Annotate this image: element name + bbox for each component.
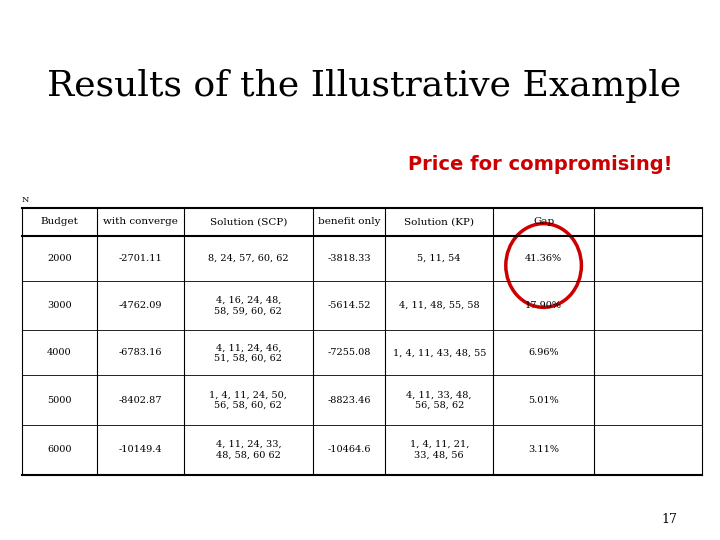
Text: 1, 4, 11, 24, 50,
56, 58, 60, 62: 1, 4, 11, 24, 50, 56, 58, 60, 62 [210, 390, 287, 410]
Text: 1, 4, 11, 21,
33, 48, 56: 1, 4, 11, 21, 33, 48, 56 [410, 440, 469, 460]
Text: 8, 24, 57, 60, 62: 8, 24, 57, 60, 62 [208, 254, 289, 263]
Text: 4, 11, 33, 48,
56, 58, 62: 4, 11, 33, 48, 56, 58, 62 [407, 390, 472, 410]
Text: -8823.46: -8823.46 [328, 396, 371, 404]
Text: 4, 11, 24, 46,
51, 58, 60, 62: 4, 11, 24, 46, 51, 58, 60, 62 [215, 343, 282, 362]
Text: with converge: with converge [103, 218, 178, 226]
Text: benefit only: benefit only [318, 218, 380, 226]
Text: Numerical Experiment: Numerical Experiment [536, 8, 711, 22]
Text: 6000: 6000 [47, 446, 72, 454]
Text: 17.90%: 17.90% [525, 301, 562, 310]
Text: -2701.11: -2701.11 [119, 254, 162, 263]
Text: Results of the Illustrative Example: Results of the Illustrative Example [47, 70, 681, 103]
Text: 5.01%: 5.01% [528, 396, 559, 404]
Text: -3818.33: -3818.33 [328, 254, 371, 263]
Text: 3.11%: 3.11% [528, 446, 559, 454]
Text: N: N [22, 195, 29, 204]
Text: 2000: 2000 [47, 254, 72, 263]
Text: -8402.87: -8402.87 [119, 396, 162, 404]
Text: -6783.16: -6783.16 [119, 348, 162, 357]
Text: 5000: 5000 [47, 396, 72, 404]
Text: Price for compromising!: Price for compromising! [408, 155, 672, 174]
Text: 4, 16, 24, 48,
58, 59, 60, 62: 4, 16, 24, 48, 58, 59, 60, 62 [215, 296, 282, 315]
Text: -10149.4: -10149.4 [119, 446, 162, 454]
Text: -5614.52: -5614.52 [328, 301, 371, 310]
Text: 41.36%: 41.36% [525, 254, 562, 263]
Text: -10464.6: -10464.6 [328, 446, 371, 454]
Text: Solution (SCP): Solution (SCP) [210, 218, 287, 226]
Text: Solution (KP): Solution (KP) [404, 218, 474, 226]
Text: Gap: Gap [533, 218, 554, 226]
Text: 17: 17 [662, 513, 678, 526]
Text: 4, 11, 24, 33,
48, 58, 60 62: 4, 11, 24, 33, 48, 58, 60 62 [215, 440, 282, 460]
Text: 4, 11, 48, 55, 58: 4, 11, 48, 55, 58 [399, 301, 480, 310]
Text: 3000: 3000 [47, 301, 72, 310]
Text: 1, 4, 11, 43, 48, 55: 1, 4, 11, 43, 48, 55 [392, 348, 486, 357]
Text: Budget: Budget [40, 218, 78, 226]
Text: 4000: 4000 [47, 348, 72, 357]
Text: 5, 11, 54: 5, 11, 54 [418, 254, 461, 263]
Text: -7255.08: -7255.08 [328, 348, 371, 357]
Text: -4762.09: -4762.09 [119, 301, 162, 310]
Text: 6.96%: 6.96% [528, 348, 559, 357]
